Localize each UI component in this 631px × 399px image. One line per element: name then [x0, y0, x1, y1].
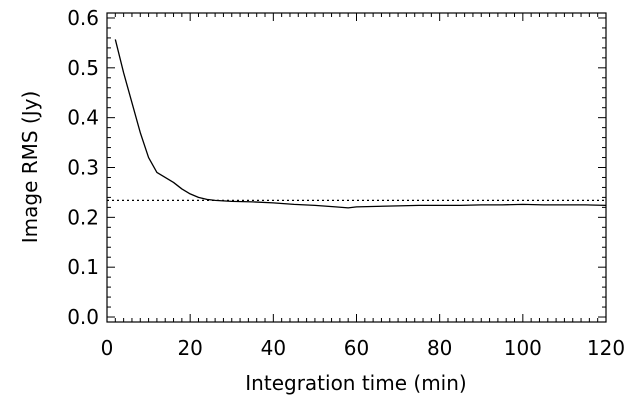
plot-frame — [106, 12, 607, 323]
y-tick-label: 0.2 — [67, 205, 99, 229]
y-axis-title: Image RMS (Jy) — [18, 91, 42, 244]
x-axis-title: Integration time (min) — [245, 371, 466, 395]
x-tick-label: 100 — [504, 336, 542, 360]
y-tick-label: 0.6 — [67, 6, 99, 30]
x-tick-label: 0 — [101, 336, 114, 360]
x-tick-label: 80 — [427, 336, 452, 360]
minor-ticks — [107, 13, 606, 322]
y-tick-label: 0.5 — [67, 56, 99, 80]
y-tick-labels: 0.0 0.1 0.2 0.3 0.4 0.5 0.6 — [67, 6, 99, 329]
y-tick-label: 0.3 — [67, 156, 99, 180]
x-tick-labels: 0 20 40 60 80 100 120 — [101, 336, 625, 360]
x-tick-label: 20 — [177, 336, 202, 360]
x-tick-label: 40 — [261, 336, 286, 360]
y-tick-label: 0.1 — [67, 255, 99, 279]
y-tick-label: 0.0 — [67, 305, 99, 329]
series-line — [114, 39, 607, 209]
y-tick-label: 0.4 — [67, 106, 99, 130]
x-tick-label: 60 — [344, 336, 369, 360]
x-tick-label: 120 — [587, 336, 625, 360]
series-group — [114, 39, 607, 209]
major-ticks — [106, 13, 607, 322]
